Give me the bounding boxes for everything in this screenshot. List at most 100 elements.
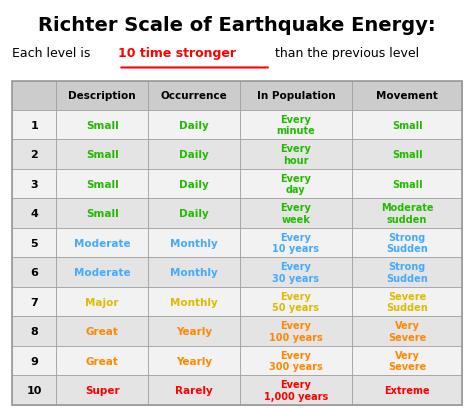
Bar [240, 140, 352, 169]
Text: Every
hour: Every hour [281, 144, 311, 166]
Text: Movement: Movement [376, 91, 438, 101]
Bar [240, 111, 352, 140]
Bar [12, 346, 56, 375]
Text: 6: 6 [30, 267, 38, 277]
Bar [12, 228, 56, 258]
Text: Occurrence: Occurrence [160, 91, 227, 101]
Bar [56, 375, 148, 405]
Bar [148, 111, 240, 140]
Text: Every
50 years: Every 50 years [273, 291, 319, 313]
Text: 7: 7 [30, 297, 38, 307]
Text: Yearly: Yearly [176, 326, 212, 336]
Bar [12, 111, 56, 140]
Bar [56, 287, 148, 317]
Text: Severe
Sudden: Severe Sudden [386, 291, 428, 313]
Bar [148, 140, 240, 169]
Bar [56, 111, 148, 140]
Text: Yearly: Yearly [176, 356, 212, 366]
Bar [12, 287, 56, 317]
Bar [240, 169, 352, 199]
Text: 2: 2 [30, 150, 38, 160]
Bar [148, 287, 240, 317]
Text: Daily: Daily [179, 179, 209, 189]
Text: Every
1,000 years: Every 1,000 years [264, 380, 328, 401]
Bar [148, 228, 240, 258]
Text: Monthly: Monthly [170, 238, 218, 248]
Bar [12, 82, 462, 405]
Bar [12, 375, 56, 405]
Text: Moderate: Moderate [74, 267, 130, 277]
Bar [12, 317, 56, 346]
Text: 10 time stronger: 10 time stronger [118, 47, 237, 60]
Text: 8: 8 [30, 326, 38, 336]
Bar [56, 82, 148, 111]
Bar [352, 169, 462, 199]
Text: Rarely: Rarely [175, 385, 213, 395]
Text: Every
300 years: Every 300 years [269, 350, 323, 371]
Bar [12, 82, 56, 111]
Bar [240, 287, 352, 317]
Text: Small: Small [392, 150, 422, 160]
Bar [148, 317, 240, 346]
Bar [352, 287, 462, 317]
Bar [352, 317, 462, 346]
Text: Moderate: Moderate [74, 238, 130, 248]
Bar [148, 346, 240, 375]
Text: Every
minute: Every minute [276, 115, 315, 136]
Bar [148, 169, 240, 199]
Bar [240, 317, 352, 346]
Bar [56, 199, 148, 228]
Text: Very
Severe: Very Severe [388, 350, 426, 371]
Text: Every
day: Every day [281, 173, 311, 195]
Text: 9: 9 [30, 356, 38, 366]
Text: Daily: Daily [179, 150, 209, 160]
Text: Super: Super [85, 385, 119, 395]
Text: than the previous level: than the previous level [271, 47, 419, 60]
Bar [56, 346, 148, 375]
Text: Description: Description [68, 91, 136, 101]
Bar [240, 228, 352, 258]
Text: Major: Major [85, 297, 119, 307]
Text: Monthly: Monthly [170, 267, 218, 277]
Text: Small: Small [86, 150, 118, 160]
Bar [240, 82, 352, 111]
Bar [148, 375, 240, 405]
Bar [56, 317, 148, 346]
Text: Daily: Daily [179, 209, 209, 219]
Text: Strong
Sudden: Strong Sudden [386, 262, 428, 283]
Text: Monthly: Monthly [170, 297, 218, 307]
Bar [12, 169, 56, 199]
Bar [352, 375, 462, 405]
Bar [352, 82, 462, 111]
Bar [352, 258, 462, 287]
Bar [56, 140, 148, 169]
Text: Richter Scale of Earthquake Energy:: Richter Scale of Earthquake Energy: [38, 16, 436, 35]
Text: Each level is: Each level is [12, 47, 94, 60]
Bar [12, 199, 56, 228]
Text: Small: Small [86, 179, 118, 189]
Text: 4: 4 [30, 209, 38, 219]
Text: Every
30 years: Every 30 years [273, 262, 319, 283]
Bar [56, 228, 148, 258]
Text: Daily: Daily [179, 120, 209, 130]
Text: Small: Small [392, 120, 422, 130]
Text: Moderate
sudden: Moderate sudden [381, 203, 433, 225]
Text: Great: Great [86, 326, 118, 336]
Text: Small: Small [392, 179, 422, 189]
Text: 1: 1 [30, 120, 38, 130]
Text: Small: Small [86, 209, 118, 219]
Bar [240, 199, 352, 228]
Text: Very
Severe: Very Severe [388, 321, 426, 342]
Text: Great: Great [86, 356, 118, 366]
Bar [148, 82, 240, 111]
Bar [352, 111, 462, 140]
Bar [148, 199, 240, 228]
Text: In Population: In Population [256, 91, 335, 101]
Text: Extreme: Extreme [384, 385, 430, 395]
Text: 3: 3 [30, 179, 38, 189]
Bar [240, 346, 352, 375]
Text: Strong
Sudden: Strong Sudden [386, 232, 428, 254]
Bar [240, 258, 352, 287]
Text: Every
100 years: Every 100 years [269, 321, 323, 342]
Bar [12, 140, 56, 169]
